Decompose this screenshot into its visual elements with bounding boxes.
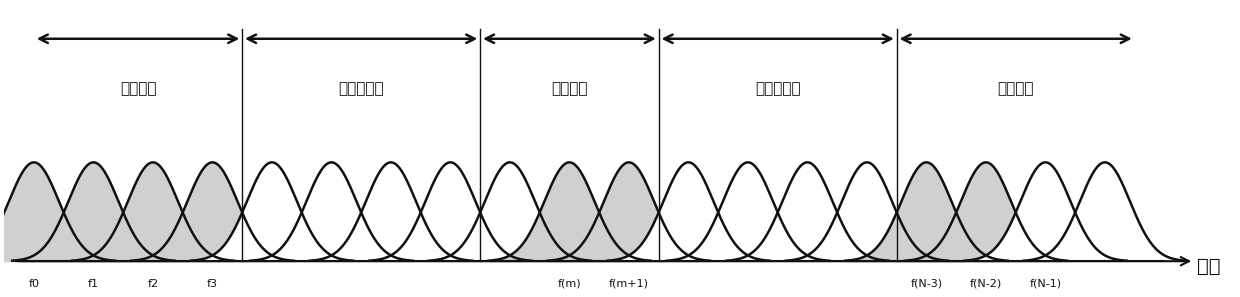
- Text: 授权频段: 授权频段: [551, 81, 588, 96]
- Text: f2: f2: [148, 279, 159, 289]
- Text: f1: f1: [88, 279, 99, 289]
- Text: 授权频段: 授权频段: [997, 81, 1034, 96]
- Text: f(m): f(m): [558, 279, 582, 289]
- Text: 授权频段: 授权频段: [120, 81, 156, 96]
- Text: f(N-3): f(N-3): [910, 279, 942, 289]
- Text: f(N-1): f(N-1): [1029, 279, 1061, 289]
- Text: f(N-2): f(N-2): [970, 279, 1002, 289]
- Text: f3: f3: [207, 279, 218, 289]
- Text: f0: f0: [29, 279, 40, 289]
- Text: 频率: 频率: [1197, 257, 1220, 276]
- Text: 非授权频段: 非授权频段: [339, 81, 384, 96]
- Text: f(m+1): f(m+1): [609, 279, 649, 289]
- Text: 非授权频段: 非授权频段: [755, 81, 801, 96]
